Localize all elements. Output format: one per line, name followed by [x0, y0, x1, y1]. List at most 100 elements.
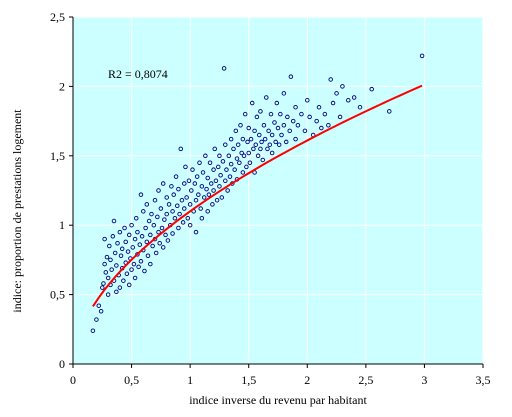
- data-point: [132, 275, 138, 281]
- data-point: [107, 243, 112, 249]
- data-point: [293, 136, 298, 142]
- data-point: [96, 303, 102, 308]
- x-tick-label: 2: [304, 373, 310, 387]
- data-point: [198, 206, 203, 211]
- data-point: [237, 160, 242, 165]
- data-point: [100, 285, 105, 290]
- data-point: [387, 109, 392, 114]
- data-point: [228, 136, 234, 142]
- data-point: [273, 139, 278, 145]
- data-point: [207, 160, 213, 165]
- data-point: [148, 261, 153, 267]
- data-point: [278, 111, 283, 117]
- x-tick-label: 3,5: [476, 373, 491, 387]
- data-point: [216, 164, 221, 170]
- data-point: [173, 174, 179, 179]
- data-point: [125, 249, 131, 254]
- data-point: [283, 139, 289, 145]
- data-point: [259, 139, 264, 145]
- data-point: [175, 203, 180, 209]
- data-point: [102, 261, 107, 267]
- data-point: [269, 132, 275, 138]
- data-point: [98, 309, 104, 314]
- data-point: [134, 216, 139, 221]
- data-point: [135, 252, 140, 257]
- data-point: [182, 206, 187, 211]
- data-point: [118, 253, 124, 258]
- data-point: [265, 146, 270, 152]
- data-point: [117, 229, 123, 235]
- data-point: [281, 91, 287, 96]
- y-tick-label: 1,5: [50, 149, 65, 163]
- data-point: [176, 225, 181, 231]
- plot-area: [73, 17, 483, 364]
- data-point: [166, 202, 172, 207]
- data-point: [169, 184, 174, 189]
- data-point: [293, 104, 298, 110]
- data-point: [170, 209, 175, 214]
- data-point: [183, 164, 188, 170]
- data-point: [288, 74, 294, 79]
- y-tick-label: 0,5: [50, 288, 65, 302]
- data-point: [129, 222, 134, 228]
- data-point: [330, 100, 336, 106]
- data-point: [137, 242, 143, 247]
- data-point: [233, 128, 239, 134]
- data-point: [248, 136, 254, 142]
- data-point: [184, 195, 189, 200]
- data-point: [159, 225, 165, 231]
- data-point: [90, 328, 96, 333]
- data-point: [227, 174, 233, 179]
- data-point: [212, 146, 217, 152]
- data-point: [231, 146, 236, 152]
- data-point: [157, 240, 162, 246]
- data-point: [172, 216, 178, 221]
- data-point: [136, 264, 141, 270]
- data-point: [162, 217, 167, 222]
- data-point: [131, 261, 137, 267]
- y-tick-label: 2,5: [50, 10, 65, 24]
- data-point: [126, 232, 132, 238]
- data-point: [240, 136, 246, 142]
- data-point: [217, 184, 222, 189]
- data-point: [281, 123, 287, 128]
- data-point: [234, 156, 240, 161]
- data-point: [144, 239, 150, 245]
- data-point: [165, 238, 171, 243]
- data-point: [110, 234, 116, 239]
- data-point: [139, 234, 145, 239]
- data-point: [302, 128, 308, 134]
- data-point: [220, 159, 226, 164]
- data-point: [232, 167, 237, 172]
- data-point: [369, 86, 374, 92]
- data-point: [155, 214, 160, 220]
- data-point: [145, 253, 151, 258]
- data-point: [150, 243, 155, 249]
- data-point: [290, 118, 296, 124]
- data-point: [260, 157, 266, 163]
- data-point: [122, 225, 127, 231]
- data-point: [144, 202, 150, 207]
- data-point: [164, 211, 169, 217]
- data-point: [351, 95, 357, 100]
- data-point: [206, 192, 212, 197]
- data-point: [253, 142, 258, 147]
- x-tick-label: 1: [187, 373, 193, 387]
- data-point: [346, 98, 351, 103]
- data-point: [203, 153, 208, 159]
- data-point: [239, 150, 244, 156]
- x-tick-label: 2,5: [358, 373, 373, 387]
- data-point: [221, 66, 227, 71]
- x-tick-label: 3: [421, 373, 427, 387]
- data-point: [334, 91, 339, 96]
- data-point: [269, 150, 275, 156]
- data-point: [266, 128, 271, 134]
- data-point: [305, 98, 310, 103]
- data-point: [258, 146, 263, 152]
- data-point: [141, 209, 146, 214]
- data-point: [123, 239, 128, 245]
- data-point: [224, 167, 229, 172]
- y-axis-label: indice: proportion de prestations logeme…: [10, 109, 24, 313]
- data-point: [146, 218, 152, 224]
- data-point: [177, 211, 182, 217]
